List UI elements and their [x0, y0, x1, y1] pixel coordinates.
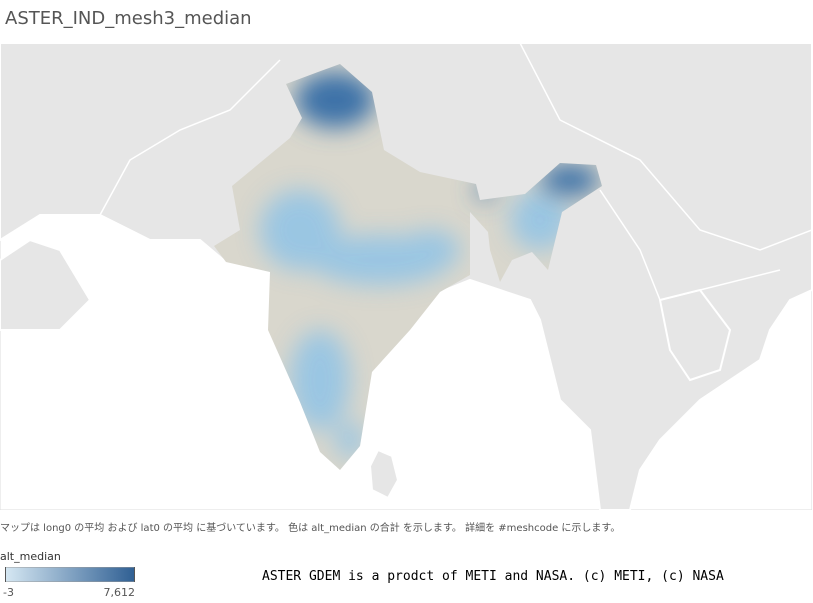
credit: ASTER GDEM is a prodct of METI and NASA.…: [262, 569, 724, 584]
borders: [99, 43, 812, 301]
map[interactable]: [0, 43, 812, 510]
legend-min: -3: [3, 586, 14, 599]
title: ASTER_IND_mesh3_median: [5, 8, 252, 29]
legend-max: 7,612: [103, 586, 136, 599]
caption: マップは long0 の平均 および lat0 の平均 に基づいています。 色は…: [0, 523, 621, 534]
legend-bar: [5, 567, 135, 582]
legend-gradient: [5, 567, 135, 582]
legend-title: alt_median: [0, 550, 61, 563]
